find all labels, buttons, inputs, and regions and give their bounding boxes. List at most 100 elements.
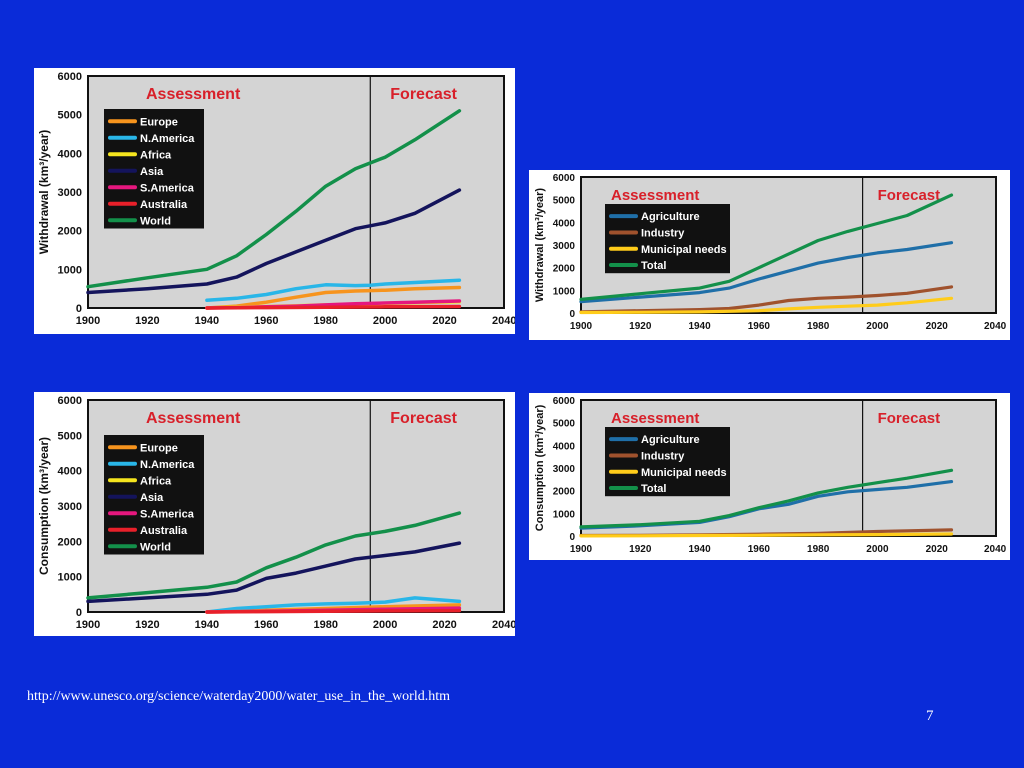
- forecast-label: Forecast: [878, 187, 941, 204]
- y-tick-label: 0: [569, 532, 575, 543]
- x-tick-label: 2040: [492, 619, 515, 631]
- y-tick-label: 0: [76, 303, 82, 315]
- x-tick-label: 1940: [688, 321, 711, 332]
- y-axis-label: Consumption (km³/year): [37, 437, 51, 575]
- y-tick-label: 6000: [553, 396, 576, 407]
- x-tick-label: 1940: [688, 544, 711, 555]
- source-url-link[interactable]: http://www.unesco.org/science/waterday20…: [27, 689, 451, 704]
- y-tick-label: 0: [569, 309, 575, 320]
- x-tick-label: 1960: [748, 321, 771, 332]
- y-tick-label: 1000: [553, 286, 576, 297]
- y-tick-label: 5000: [553, 419, 576, 430]
- series-line-asia: [86, 188, 462, 295]
- series-line-agriculture: [579, 241, 954, 304]
- assessment-label: Assessment: [146, 86, 241, 103]
- x-tick-label: 1900: [570, 321, 593, 332]
- x-tick-label: 1980: [807, 544, 830, 555]
- x-tick-labels: 1900 1920 1940 1960 1980 2000 2020 2040: [570, 544, 1007, 555]
- y-tick-label: 2000: [58, 226, 82, 238]
- y-tick-label: 4000: [58, 148, 82, 160]
- legend-label: Europe: [140, 442, 178, 454]
- y-tick-label: 5000: [553, 196, 576, 207]
- y-tick-label: 6000: [58, 71, 82, 83]
- x-tick-label: 2000: [866, 321, 889, 332]
- y-tick-label: 4000: [58, 466, 82, 478]
- legend-label: Municipal needs: [641, 467, 727, 479]
- chart-svg: 0 1000 2000 3000 4000 5000 6000 1900 1920 1940 196…: [37, 395, 515, 631]
- legend-label: Total: [641, 483, 666, 495]
- x-tick-label: 2040: [984, 544, 1007, 555]
- legend-label: N.America: [140, 459, 195, 471]
- legend-label: Total: [641, 260, 666, 272]
- x-tick-label: 2020: [926, 321, 949, 332]
- y-tick-label: 3000: [553, 241, 576, 252]
- x-tick-label: 1900: [570, 544, 593, 555]
- x-tick-label: 1920: [135, 315, 159, 327]
- y-tick-label: 6000: [553, 173, 576, 184]
- legend-label: Industry: [641, 450, 685, 462]
- series-line-industry: [579, 285, 954, 314]
- x-tick-label: 1980: [807, 321, 830, 332]
- y-tick-labels: 0 1000 2000 3000 4000 5000 6000: [58, 395, 82, 619]
- page-number: 7: [926, 708, 934, 724]
- forecast-label: Forecast: [390, 86, 457, 103]
- x-tick-label: 1900: [76, 619, 100, 631]
- x-tick-label: 1920: [629, 321, 652, 332]
- legend-label: Industry: [641, 227, 685, 239]
- series-line-australia: [205, 304, 462, 310]
- y-tick-label: 5000: [58, 110, 82, 122]
- legend-label: Asia: [140, 492, 164, 504]
- legend-label: Agriculture: [641, 211, 700, 223]
- x-tick-label: 1980: [313, 619, 337, 631]
- x-tick-label: 2000: [373, 619, 397, 631]
- x-tick-label: 1940: [195, 619, 219, 631]
- y-axis-label: Withdrawal (km³/year): [534, 188, 546, 303]
- x-tick-label: 2040: [984, 321, 1007, 332]
- legend-label: World: [140, 215, 171, 227]
- x-tick-labels: 1900 1920 1940 1960 1980 2000 2020 2040: [76, 619, 515, 631]
- x-tick-label: 2040: [492, 315, 515, 327]
- y-tick-labels: 0 1000 2000 3000 4000 5000 6000: [553, 396, 576, 543]
- legend: Europe N.America Africa Asia S.America Austra…: [104, 435, 204, 555]
- series-line-europe: [205, 285, 462, 310]
- x-tick-label: 1980: [313, 315, 337, 327]
- legend-label: Africa: [140, 149, 172, 161]
- y-tick-label: 2000: [553, 264, 576, 275]
- y-tick-label: 3000: [58, 187, 82, 199]
- x-tick-label: 2020: [432, 619, 456, 631]
- x-tick-label: 2000: [373, 315, 397, 327]
- sector-consumption-chart: 0 1000 2000 3000 4000 5000 6000 1900 1920 1940 196…: [529, 393, 1010, 560]
- legend: Agriculture Industry Municipal needs Total: [605, 427, 730, 497]
- sector-withdrawal-chart: 0 1000 2000 3000 4000 5000 6000 1900 1920 1940 196…: [529, 170, 1010, 340]
- series-line-total: [579, 468, 954, 529]
- y-tick-labels: 0 1000 2000 3000 4000 5000 6000: [553, 173, 576, 320]
- legend-label: Australia: [140, 199, 188, 211]
- y-axis-label: Withdrawal (km³/year): [37, 130, 51, 255]
- chart-svg: 0 1000 2000 3000 4000 5000 6000 1900 1920 1940 196…: [534, 173, 1007, 332]
- y-tick-label: 2000: [553, 487, 576, 498]
- x-tick-label: 1920: [629, 544, 652, 555]
- x-tick-label: 1920: [135, 619, 159, 631]
- y-tick-labels: 0 1000 2000 3000 4000 5000 6000: [58, 71, 82, 315]
- series-line-asia: [86, 541, 462, 604]
- y-axis-label: Consumption (km³/year): [534, 404, 546, 531]
- x-tick-label: 2020: [432, 315, 456, 327]
- legend: Europe N.America Africa Asia S.America Austra…: [104, 109, 204, 229]
- series-line-australia: [205, 608, 462, 614]
- chart-svg: 0 1000 2000 3000 4000 5000 6000 1900 1920 1940 196…: [534, 396, 1007, 555]
- series-line-world: [86, 511, 462, 600]
- forecast-label: Forecast: [878, 410, 941, 427]
- legend-label: S.America: [140, 508, 195, 520]
- chart-svg: 0 1000 2000 3000 4000 5000 6000 1900 1920 1940 196…: [37, 71, 515, 327]
- x-tick-labels: 1900 1920 1940 1960 1980 2000 2020 2040: [76, 315, 515, 327]
- legend-label: N.America: [140, 133, 195, 145]
- x-tick-label: 2000: [866, 544, 889, 555]
- assessment-label: Assessment: [146, 410, 241, 427]
- series-line-world: [86, 109, 462, 289]
- series-line-municipal-needs: [579, 296, 954, 315]
- y-tick-label: 1000: [58, 264, 82, 276]
- regional-withdrawal-chart: 0 1000 2000 3000 4000 5000 6000 1900 1920 1940 196…: [34, 68, 515, 334]
- y-tick-label: 1000: [553, 509, 576, 520]
- x-tick-label: 1960: [748, 544, 771, 555]
- assessment-label: Assessment: [611, 410, 699, 427]
